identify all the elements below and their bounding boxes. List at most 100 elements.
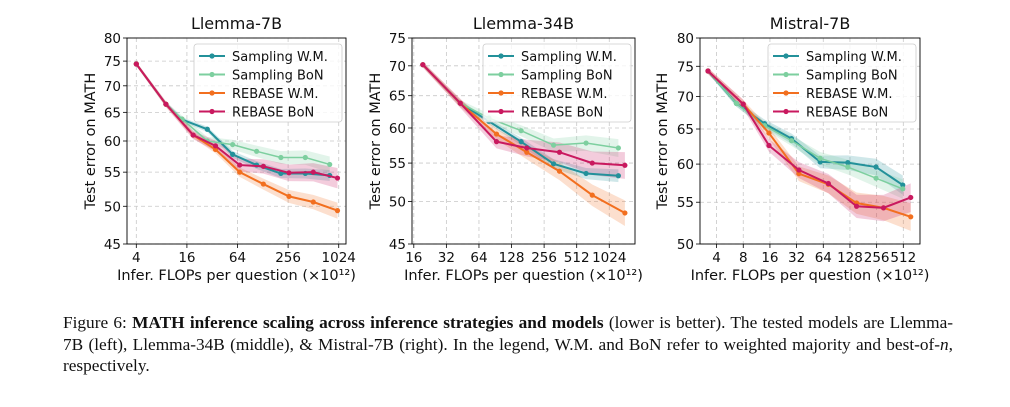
- series-rebase-bon: [705, 68, 914, 211]
- data-point: [845, 160, 851, 166]
- legend-marker: [209, 108, 215, 115]
- data-point: [457, 100, 463, 106]
- data-point: [796, 167, 802, 173]
- x-tick-label: 4: [132, 250, 141, 266]
- data-point: [550, 142, 557, 148]
- x-tick-label: 64: [815, 250, 832, 266]
- confidence-band: [707, 68, 911, 231]
- legend-marker: [209, 53, 215, 59]
- legend-label: REBASE W.M.: [232, 87, 319, 102]
- data-point: [766, 130, 772, 136]
- data-point: [615, 145, 621, 151]
- x-tick-label: 128: [499, 250, 525, 266]
- x-tick-label: 4: [712, 250, 721, 266]
- y-tick-label: 50: [389, 195, 406, 211]
- caption-text: (lower is better). The tested models are…: [63, 313, 953, 354]
- data-point: [583, 170, 589, 177]
- caption-end: , respectively.: [63, 334, 953, 376]
- data-point: [310, 199, 316, 205]
- chart-llemma-7b: 45 50 55 60 65 70 75 80 4 16 64 256 1024 Llemma-7B Inf…: [83, 14, 356, 284]
- confidence-band: [136, 62, 330, 181]
- data-point: [334, 175, 341, 181]
- legend-box: [193, 43, 343, 123]
- data-point: [302, 154, 308, 161]
- data-point: [190, 132, 196, 138]
- data-point: [550, 161, 557, 167]
- legend: Sampling W.M. Sampling BoN REBASE W.M. REBA…: [482, 43, 632, 123]
- figure-6: 45 50 55 60 65 70 75 80 4 16 64 256 1024 Llemma-7B Inf…: [83, 14, 929, 284]
- data-point: [900, 186, 906, 192]
- legend-marker: [209, 71, 215, 78]
- legend-label: REBASE W.M.: [806, 87, 893, 102]
- data-point: [524, 149, 530, 155]
- data-point: [817, 159, 823, 165]
- series-rebase-bon: [133, 61, 341, 181]
- legend-label: REBASE BoN: [806, 106, 888, 121]
- axes-frame: [126, 37, 347, 245]
- y-tick-label: 55: [104, 165, 121, 181]
- chart-title: Mistral-7B: [770, 14, 851, 33]
- chart-title: Llemma-34B: [473, 14, 574, 33]
- data-point: [880, 205, 887, 211]
- y-tick-label: 60: [104, 134, 121, 150]
- x-tick-label: 512: [564, 250, 590, 266]
- data-point: [583, 140, 589, 146]
- data-point: [237, 169, 243, 175]
- y-tick-label: 55: [389, 156, 406, 172]
- data-point: [212, 146, 219, 153]
- chart-llemma-34b: 45 50 55 60 65 70 75 16 32 64 128 256 512 1024 Llemma-…: [368, 14, 643, 284]
- y-tick-label: 75: [389, 31, 406, 47]
- data-point: [260, 163, 266, 169]
- data-point: [278, 170, 284, 177]
- legend-label: Sampling W.M.: [806, 50, 902, 65]
- data-point: [556, 168, 563, 174]
- data-point: [310, 169, 316, 175]
- data-point: [873, 175, 879, 181]
- data-point: [853, 203, 860, 209]
- confidence-band: [422, 62, 619, 157]
- legend-marker: [498, 90, 504, 96]
- y-tick-label: 70: [389, 59, 406, 75]
- data-point: [493, 139, 500, 145]
- data-point: [622, 210, 628, 216]
- figure-caption: Figure 6: MATH inference scaling across …: [63, 312, 953, 377]
- legend-label: Sampling BoN: [806, 69, 898, 84]
- data-point: [163, 101, 169, 107]
- x-axis-label: Infer. FLOPs per question (×10¹²): [404, 268, 643, 284]
- data-point: [796, 171, 802, 177]
- legend-marker: [783, 108, 789, 115]
- data-point: [133, 61, 139, 67]
- legend-label: REBASE BoN: [232, 106, 314, 121]
- data-point: [327, 161, 333, 168]
- data-point: [908, 194, 914, 201]
- y-tick-label: 80: [677, 31, 694, 47]
- legend: Sampling W.M. Sampling BoN REBASE W.M. REBA…: [193, 43, 343, 123]
- y-tick-label: 65: [677, 122, 694, 138]
- data-point: [204, 126, 210, 132]
- data-point: [817, 155, 823, 161]
- y-tick-label: 70: [677, 90, 694, 106]
- legend: Sampling W.M. Sampling BoN REBASE W.M. REBA…: [767, 43, 917, 123]
- x-tick-label: 512: [890, 250, 916, 266]
- legend-marker: [783, 53, 789, 59]
- data-point: [237, 162, 243, 168]
- data-point: [518, 128, 524, 134]
- series-line: [707, 70, 912, 209]
- x-tick-label: 128: [837, 250, 863, 266]
- data-point: [705, 68, 711, 74]
- data-point: [845, 164, 851, 170]
- y-tick-label: 60: [389, 121, 406, 137]
- data-point: [230, 141, 236, 148]
- data-point: [622, 162, 628, 168]
- y-axis-label: Test error on MATH: [83, 73, 99, 211]
- x-tick-label: 64: [229, 250, 246, 266]
- axes-frame: [411, 37, 636, 245]
- x-tick-label: 16: [178, 250, 195, 266]
- legend-marker: [498, 53, 504, 59]
- y-tick-label: 65: [389, 89, 406, 105]
- data-point: [825, 180, 831, 187]
- axes-frame: [699, 37, 921, 245]
- x-tick-label: 32: [438, 250, 455, 266]
- data-point: [493, 131, 500, 137]
